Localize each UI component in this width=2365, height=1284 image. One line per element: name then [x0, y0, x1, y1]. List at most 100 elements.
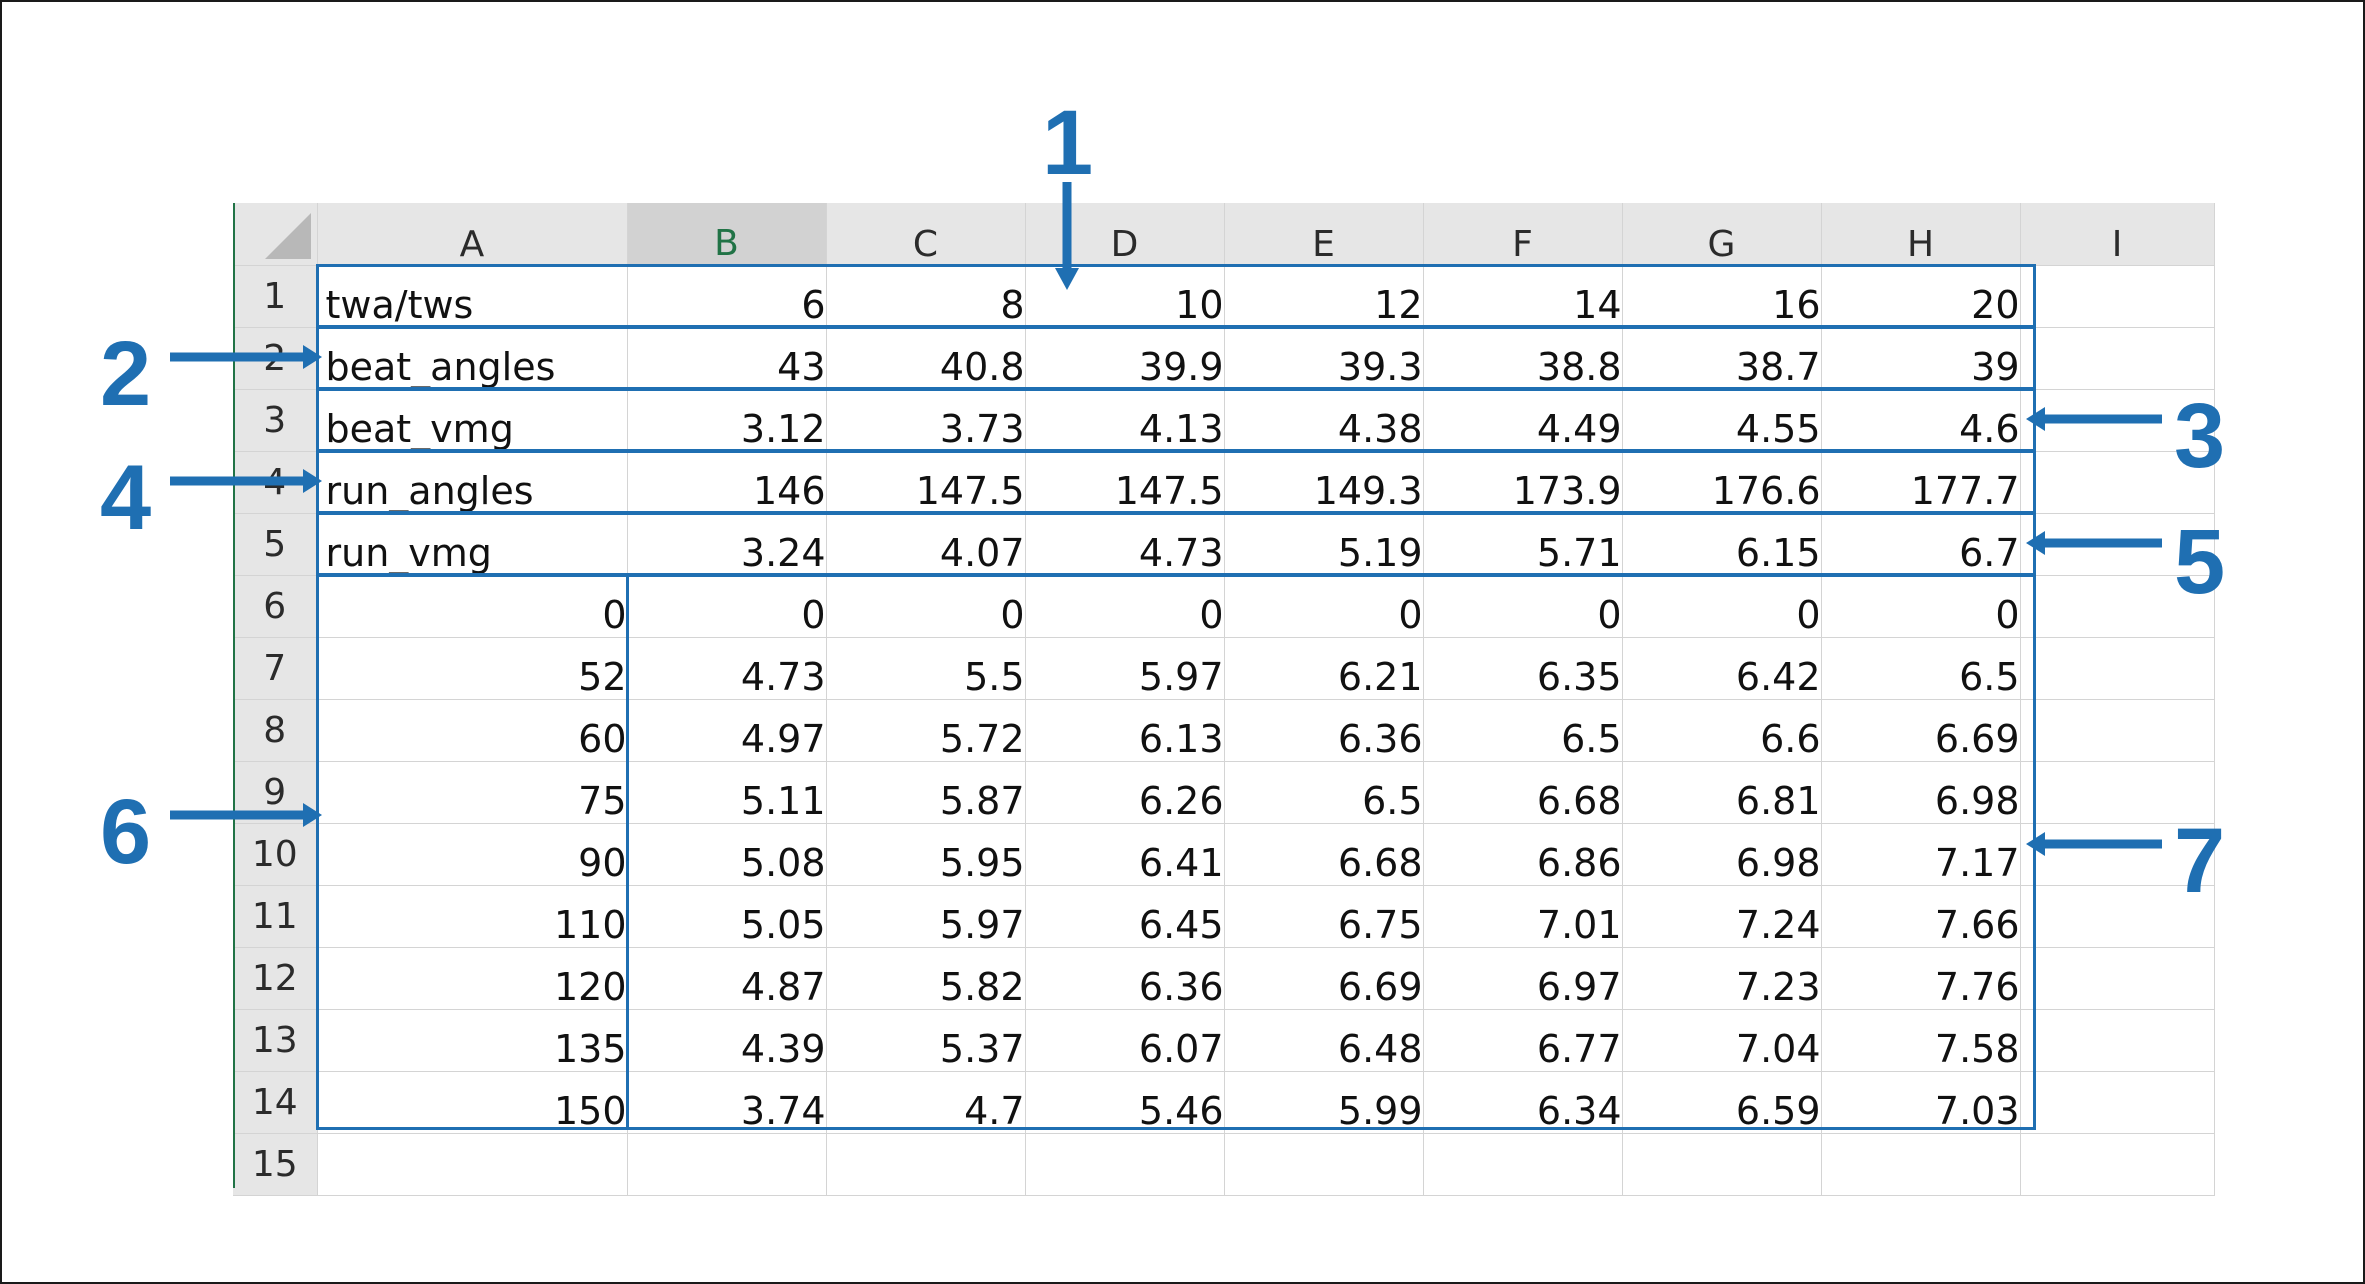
- cell-a1[interactable]: twa/tws: [317, 265, 628, 328]
- cell-f9[interactable]: 6.68: [1423, 761, 1623, 824]
- cell-g7[interactable]: 6.42: [1622, 637, 1822, 700]
- cell-f13[interactable]: 6.77: [1423, 1009, 1623, 1072]
- cell-a12[interactable]: 120: [317, 947, 628, 1010]
- cell-b14[interactable]: 3.74: [627, 1071, 827, 1134]
- cell-i8[interactable]: [2020, 699, 2215, 762]
- cell-i4[interactable]: [2020, 451, 2215, 514]
- cell-h13[interactable]: 7.58: [1821, 1009, 2021, 1072]
- cell-i14[interactable]: [2020, 1071, 2215, 1134]
- cell-e11[interactable]: 6.75: [1224, 885, 1424, 948]
- cell-i7[interactable]: [2020, 637, 2215, 700]
- cell-b15[interactable]: [627, 1133, 827, 1196]
- cell-h6[interactable]: 0: [1821, 575, 2021, 638]
- cell-c1[interactable]: 8: [826, 265, 1026, 328]
- cell-d5[interactable]: 4.73: [1025, 513, 1225, 576]
- row-header[interactable]: 12: [233, 947, 318, 1010]
- cell-a10[interactable]: 90: [317, 823, 628, 886]
- cell-b10[interactable]: 5.08: [627, 823, 827, 886]
- select-all-corner[interactable]: [233, 203, 318, 266]
- cell-c9[interactable]: 5.87: [826, 761, 1026, 824]
- cell-c13[interactable]: 5.37: [826, 1009, 1026, 1072]
- cell-c4[interactable]: 147.5: [826, 451, 1026, 514]
- cell-c8[interactable]: 5.72: [826, 699, 1026, 762]
- row-header[interactable]: 5: [233, 513, 318, 576]
- cell-e9[interactable]: 6.5: [1224, 761, 1424, 824]
- cell-i13[interactable]: [2020, 1009, 2215, 1072]
- cell-b4[interactable]: 146: [627, 451, 827, 514]
- cell-b5[interactable]: 3.24: [627, 513, 827, 576]
- cell-d8[interactable]: 6.13: [1025, 699, 1225, 762]
- cell-a5[interactable]: run_vmg: [317, 513, 628, 576]
- cell-c14[interactable]: 4.7: [826, 1071, 1026, 1134]
- cell-d6[interactable]: 0: [1025, 575, 1225, 638]
- cell-a15[interactable]: [317, 1133, 628, 1196]
- cell-a14[interactable]: 150: [317, 1071, 628, 1134]
- column-header-f[interactable]: F: [1423, 203, 1623, 266]
- cell-g1[interactable]: 16: [1622, 265, 1822, 328]
- cell-e4[interactable]: 149.3: [1224, 451, 1424, 514]
- row-header[interactable]: 1: [233, 265, 318, 328]
- column-header-h[interactable]: H: [1821, 203, 2021, 266]
- row-header[interactable]: 10: [233, 823, 318, 886]
- cell-c3[interactable]: 3.73: [826, 389, 1026, 452]
- cell-f14[interactable]: 6.34: [1423, 1071, 1623, 1134]
- cell-a6[interactable]: 0: [317, 575, 628, 638]
- cell-c11[interactable]: 5.97: [826, 885, 1026, 948]
- cell-d3[interactable]: 4.13: [1025, 389, 1225, 452]
- cell-b13[interactable]: 4.39: [627, 1009, 827, 1072]
- cell-e6[interactable]: 0: [1224, 575, 1424, 638]
- cell-a11[interactable]: 110: [317, 885, 628, 948]
- cell-f12[interactable]: 6.97: [1423, 947, 1623, 1010]
- cell-h3[interactable]: 4.6: [1821, 389, 2021, 452]
- cell-d7[interactable]: 5.97: [1025, 637, 1225, 700]
- cell-h11[interactable]: 7.66: [1821, 885, 2021, 948]
- cell-h10[interactable]: 7.17: [1821, 823, 2021, 886]
- cell-f8[interactable]: 6.5: [1423, 699, 1623, 762]
- cell-f3[interactable]: 4.49: [1423, 389, 1623, 452]
- cell-h5[interactable]: 6.7: [1821, 513, 2021, 576]
- row-header[interactable]: 6: [233, 575, 318, 638]
- cell-b2[interactable]: 43: [627, 327, 827, 390]
- cell-b12[interactable]: 4.87: [627, 947, 827, 1010]
- cell-b6[interactable]: 0: [627, 575, 827, 638]
- cell-b3[interactable]: 3.12: [627, 389, 827, 452]
- cell-h4[interactable]: 177.7: [1821, 451, 2021, 514]
- cell-c10[interactable]: 5.95: [826, 823, 1026, 886]
- row-header[interactable]: 7: [233, 637, 318, 700]
- cell-a9[interactable]: 75: [317, 761, 628, 824]
- cell-g6[interactable]: 0: [1622, 575, 1822, 638]
- cell-f2[interactable]: 38.8: [1423, 327, 1623, 390]
- cell-d4[interactable]: 147.5: [1025, 451, 1225, 514]
- cell-f11[interactable]: 7.01: [1423, 885, 1623, 948]
- cell-g5[interactable]: 6.15: [1622, 513, 1822, 576]
- cell-i10[interactable]: [2020, 823, 2215, 886]
- cell-i6[interactable]: [2020, 575, 2215, 638]
- cell-g9[interactable]: 6.81: [1622, 761, 1822, 824]
- cell-d2[interactable]: 39.9: [1025, 327, 1225, 390]
- column-header-d[interactable]: D: [1025, 203, 1225, 266]
- cell-h14[interactable]: 7.03: [1821, 1071, 2021, 1134]
- cell-i12[interactable]: [2020, 947, 2215, 1010]
- row-header[interactable]: 11: [233, 885, 318, 948]
- cell-h9[interactable]: 6.98: [1821, 761, 2021, 824]
- cell-f10[interactable]: 6.86: [1423, 823, 1623, 886]
- cell-e8[interactable]: 6.36: [1224, 699, 1424, 762]
- cell-a2[interactable]: beat_angles: [317, 327, 628, 390]
- cell-h15[interactable]: [1821, 1133, 2021, 1196]
- cell-d15[interactable]: [1025, 1133, 1225, 1196]
- row-header[interactable]: 8: [233, 699, 318, 762]
- cell-g8[interactable]: 6.6: [1622, 699, 1822, 762]
- cell-e3[interactable]: 4.38: [1224, 389, 1424, 452]
- cell-g10[interactable]: 6.98: [1622, 823, 1822, 886]
- cell-e2[interactable]: 39.3: [1224, 327, 1424, 390]
- cell-i11[interactable]: [2020, 885, 2215, 948]
- cell-d12[interactable]: 6.36: [1025, 947, 1225, 1010]
- cell-c12[interactable]: 5.82: [826, 947, 1026, 1010]
- cell-b11[interactable]: 5.05: [627, 885, 827, 948]
- cell-d9[interactable]: 6.26: [1025, 761, 1225, 824]
- cell-c2[interactable]: 40.8: [826, 327, 1026, 390]
- cell-e10[interactable]: 6.68: [1224, 823, 1424, 886]
- cell-d14[interactable]: 5.46: [1025, 1071, 1225, 1134]
- cell-g3[interactable]: 4.55: [1622, 389, 1822, 452]
- cell-a13[interactable]: 135: [317, 1009, 628, 1072]
